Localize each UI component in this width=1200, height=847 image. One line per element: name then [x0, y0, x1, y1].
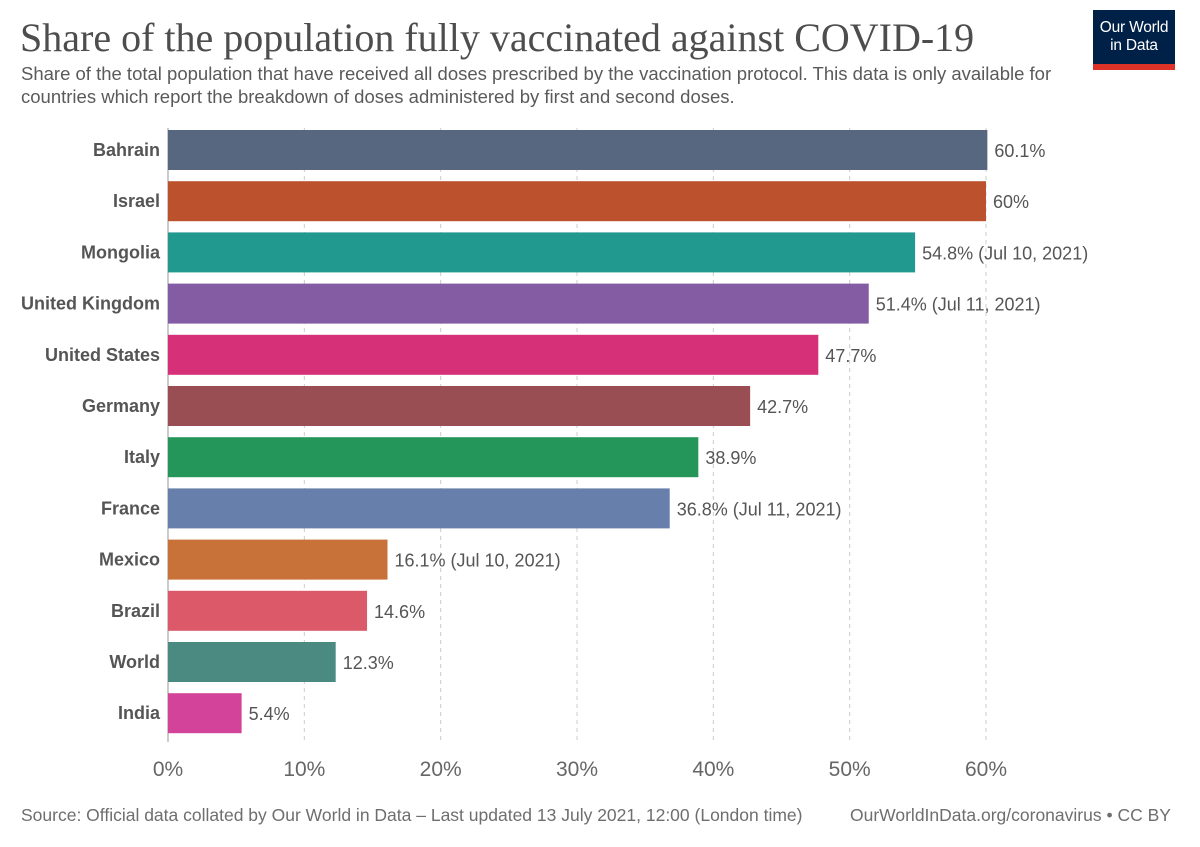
data-label: 47.7% — [825, 346, 876, 366]
x-tick-label: 10% — [283, 758, 325, 781]
category-label: Germany — [82, 396, 160, 416]
data-label: 5.4% — [249, 704, 290, 724]
bar — [168, 693, 242, 734]
bar-chart: 0% 10% 20% 30% 40% 50% 60% Bahrain 60.1% Israel 60… — [21, 128, 1088, 781]
x-tick-label: 20% — [420, 758, 462, 781]
data-label: 51.4% (Jul 11, 2021) — [876, 295, 1041, 315]
x-tick-label: 40% — [692, 758, 734, 781]
category-label: United States — [45, 345, 160, 365]
source-url[interactable]: OurWorldInData.org/coronavirus • CC BY — [850, 805, 1171, 825]
category-label: Brazil — [111, 601, 160, 621]
data-label: 36.8% (Jul 11, 2021) — [677, 499, 842, 519]
data-label: 60.1% — [994, 141, 1045, 161]
chart-subtitle: Share of the total population that have … — [21, 63, 1052, 107]
data-label: 54.8% (Jul 10, 2021) — [922, 243, 1088, 263]
bar — [168, 283, 869, 324]
category-label: India — [118, 703, 161, 723]
category-label: France — [101, 498, 160, 518]
bar — [168, 488, 670, 529]
logo-line-2: in Data — [1110, 37, 1158, 54]
data-label: 38.9% — [705, 448, 756, 468]
category-label: Mexico — [99, 550, 160, 570]
bar — [168, 181, 986, 222]
bar — [168, 386, 751, 426]
bar — [168, 539, 388, 580]
chart-title: Share of the population fully vaccinated… — [20, 15, 975, 60]
data-label: 60% — [993, 192, 1029, 212]
data-label: 42.7% — [757, 397, 808, 417]
category-label: United Kingdom — [21, 294, 160, 314]
bar — [168, 232, 916, 273]
logo-line-1: Our World — [1099, 19, 1169, 36]
category-label: World — [109, 652, 160, 672]
x-tick-label: 0% — [153, 758, 183, 781]
x-tick-label: 30% — [556, 758, 598, 781]
bar — [168, 642, 336, 682]
bar — [168, 590, 368, 631]
data-label: 12.3% — [343, 653, 394, 673]
source-note: Source: Official data collated by Our Wo… — [21, 805, 803, 825]
data-label: 14.6% — [374, 602, 425, 622]
bar — [168, 130, 988, 170]
category-label: Bahrain — [93, 140, 160, 160]
category-label: Mongolia — [81, 242, 161, 262]
category-label: Italy — [124, 447, 160, 467]
bar — [168, 334, 819, 375]
data-label: 16.1% (Jul 10, 2021) — [394, 551, 560, 571]
category-label: Israel — [113, 191, 160, 211]
x-tick-label: 50% — [829, 758, 871, 781]
bar — [168, 437, 699, 478]
owid-logo[interactable]: Our World in Data — [1093, 10, 1175, 70]
x-tick-label: 60% — [965, 758, 1007, 781]
